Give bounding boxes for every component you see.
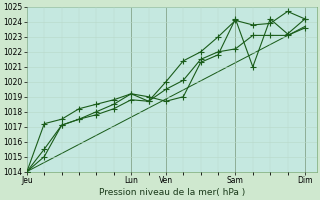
- X-axis label: Pression niveau de la mer( hPa ): Pression niveau de la mer( hPa ): [99, 188, 245, 197]
